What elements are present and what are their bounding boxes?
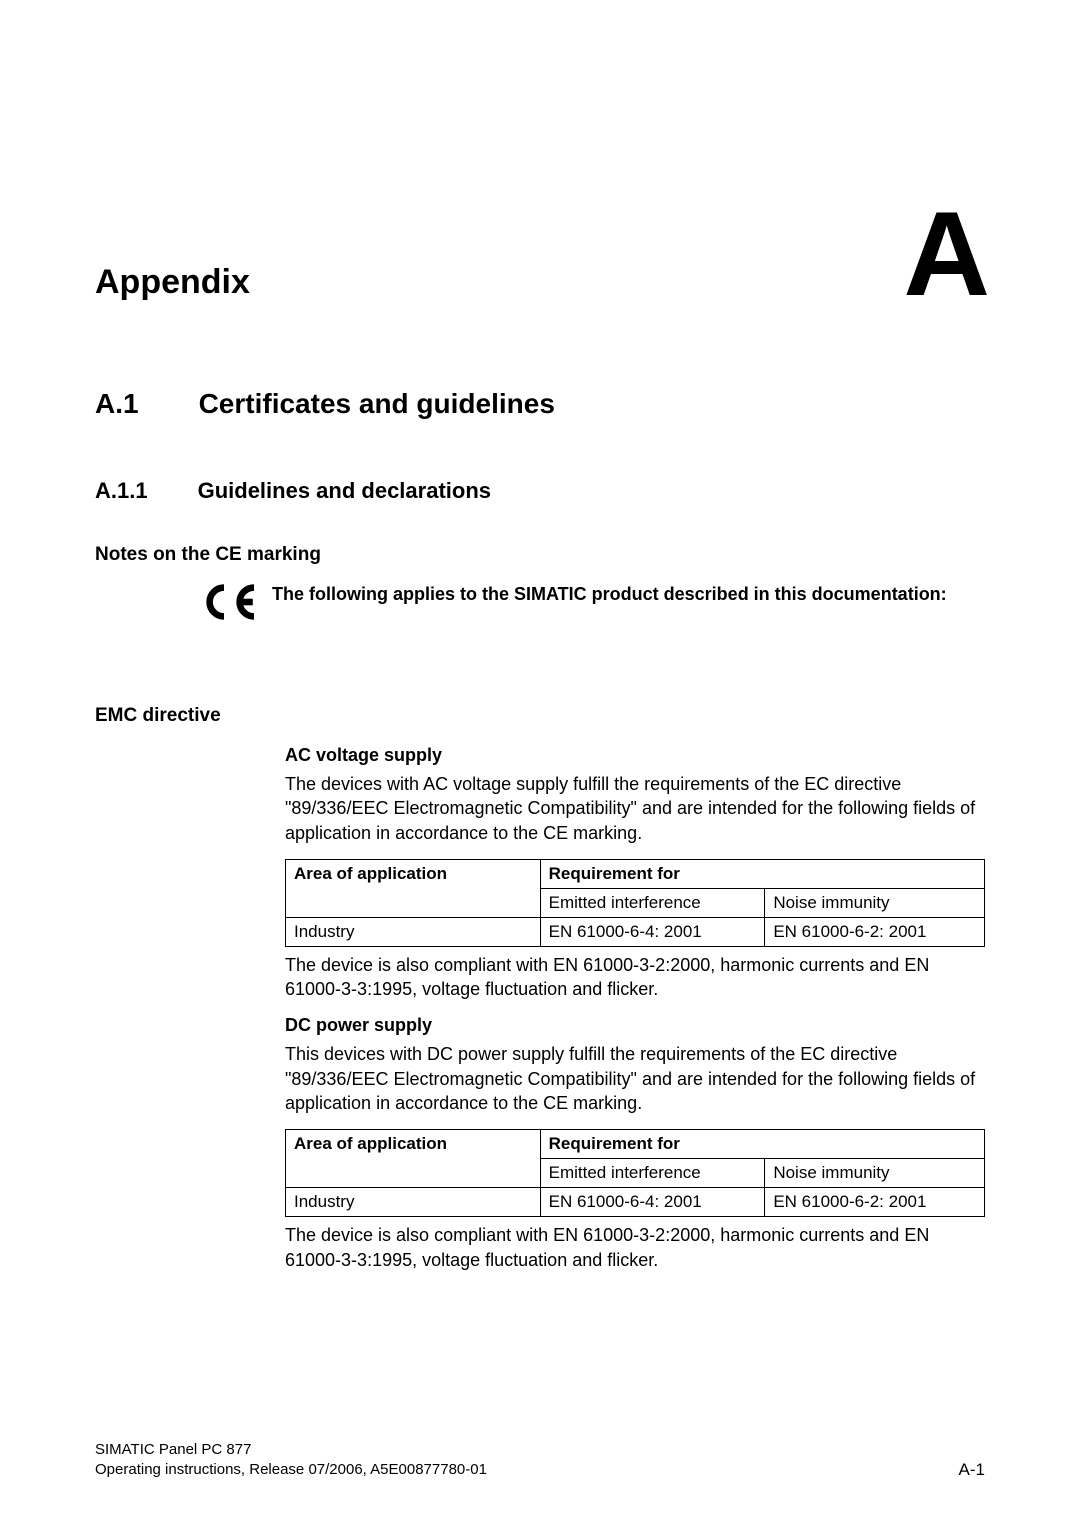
row-label: Industry xyxy=(286,1188,541,1217)
ac-table: Area of application Requirement for Emit… xyxy=(285,859,985,947)
col-emit: Emitted interference xyxy=(540,1159,765,1188)
col-noise: Noise immunity xyxy=(765,888,985,917)
footer-page: A-1 xyxy=(959,1460,985,1480)
appendix-letter: A xyxy=(903,200,990,308)
dc-post: The device is also compliant with EN 610… xyxy=(285,1223,985,1272)
ac-body: The devices with AC voltage supply fulfi… xyxy=(285,772,985,845)
row-emit: EN 61000-6-4: 2001 xyxy=(540,917,765,946)
col-req: Requirement for xyxy=(540,859,984,888)
dc-title: DC power supply xyxy=(285,1015,985,1036)
ce-heading: Notes on the CE marking xyxy=(95,544,985,566)
section-title: Certificates and guidelines xyxy=(199,388,555,420)
ac-title: AC voltage supply xyxy=(285,745,985,766)
col-emit: Emitted interference xyxy=(540,888,765,917)
emc-body: AC voltage supply The devices with AC vo… xyxy=(285,745,985,1272)
col-area: Area of application xyxy=(286,1130,541,1188)
row-noise: EN 61000-6-2: 2001 xyxy=(765,917,985,946)
row-emit: EN 61000-6-4: 2001 xyxy=(540,1188,765,1217)
row-noise: EN 61000-6-2: 2001 xyxy=(765,1188,985,1217)
subsection-number: A.1.1 xyxy=(95,478,148,504)
dc-table: Area of application Requirement for Emit… xyxy=(285,1129,985,1217)
ce-row: The following applies to the SIMATIC pro… xyxy=(200,584,985,625)
footer-line1: SIMATIC Panel PC 877 xyxy=(95,1440,487,1460)
footer-line2: Operating instructions, Release 07/2006,… xyxy=(95,1460,487,1480)
col-req: Requirement for xyxy=(540,1130,984,1159)
subsection-a11: A.1.1 Guidelines and declarations xyxy=(95,478,985,504)
dc-body: This devices with DC power supply fulfil… xyxy=(285,1042,985,1115)
ce-statement: The following applies to the SIMATIC pro… xyxy=(272,584,947,605)
col-noise: Noise immunity xyxy=(765,1159,985,1188)
table-row: Industry EN 61000-6-4: 2001 EN 61000-6-2… xyxy=(286,917,985,946)
table-row: Industry EN 61000-6-4: 2001 EN 61000-6-2… xyxy=(286,1188,985,1217)
ce-mark-icon xyxy=(200,584,260,625)
page: Appendix A A.1 Certificates and guidelin… xyxy=(0,0,1080,1528)
col-area: Area of application xyxy=(286,859,541,917)
section-number: A.1 xyxy=(95,388,139,420)
table-row: Area of application Requirement for xyxy=(286,1130,985,1159)
appendix-header-row: Appendix A xyxy=(95,200,985,308)
section-a1: A.1 Certificates and guidelines xyxy=(95,388,985,420)
subsection-title: Guidelines and declarations xyxy=(198,478,491,504)
appendix-title: Appendix xyxy=(95,263,250,308)
footer-left: SIMATIC Panel PC 877 Operating instructi… xyxy=(95,1440,487,1481)
page-footer: SIMATIC Panel PC 877 Operating instructi… xyxy=(95,1440,985,1481)
ac-post: The device is also compliant with EN 610… xyxy=(285,953,985,1002)
emc-heading: EMC directive xyxy=(95,705,985,727)
row-label: Industry xyxy=(286,917,541,946)
table-row: Area of application Requirement for xyxy=(286,859,985,888)
